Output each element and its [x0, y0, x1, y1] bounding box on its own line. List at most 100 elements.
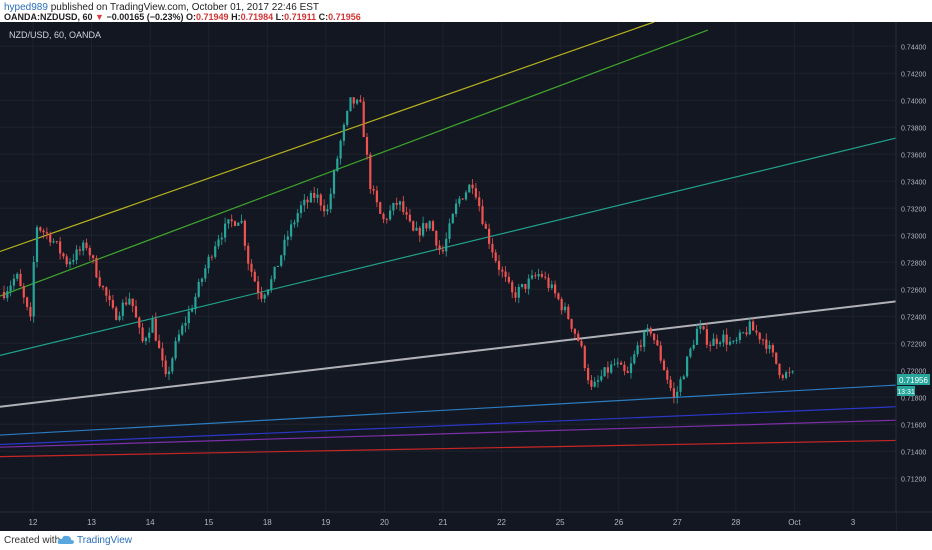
- candle-body: [573, 328, 576, 334]
- candle-body: [431, 221, 435, 231]
- last-price-tag: [897, 374, 930, 385]
- candle-body: [702, 326, 705, 330]
- candle-body: [339, 140, 342, 159]
- candle-body: [606, 367, 609, 373]
- candle-body: [722, 334, 725, 343]
- candle-body: [177, 334, 180, 342]
- countdown-label: 13:31: [897, 389, 915, 396]
- time-tick-label: 14: [146, 518, 155, 527]
- candle-body: [580, 340, 583, 347]
- time-axis[interactable]: [0, 512, 896, 531]
- candle-body: [507, 276, 510, 283]
- candle-body: [791, 371, 794, 373]
- candle-body: [771, 345, 774, 353]
- candle-body: [313, 192, 316, 198]
- candle-body: [425, 223, 428, 229]
- candle-body: [369, 154, 372, 190]
- candle-body: [616, 362, 619, 364]
- candle-body: [478, 197, 481, 207]
- trendline-2: [0, 137, 897, 356]
- candle-body: [501, 269, 504, 272]
- price-tick-label: 0.72800: [901, 260, 926, 267]
- candle-body: [270, 279, 273, 290]
- candle-body: [111, 300, 114, 308]
- candle-body: [521, 283, 524, 287]
- candle-body: [276, 265, 279, 267]
- candle-body: [418, 227, 421, 236]
- price-tick-label: 0.73800: [901, 125, 926, 132]
- candle-body: [220, 237, 223, 240]
- candle-body: [600, 376, 603, 381]
- candle-body: [217, 239, 220, 247]
- time-tick-label: 15: [204, 518, 213, 527]
- candle-body: [230, 219, 233, 222]
- candle-body: [52, 241, 55, 243]
- candle-body: [620, 362, 623, 365]
- candle-body: [95, 258, 98, 278]
- candle-body: [319, 194, 322, 206]
- time-tick-label: 22: [497, 518, 506, 527]
- candle-body: [458, 198, 461, 204]
- candle-body: [408, 214, 411, 222]
- candle-body: [200, 278, 204, 282]
- candle-body: [527, 278, 530, 289]
- candle-body: [530, 275, 534, 279]
- candle-body: [554, 284, 557, 294]
- candle-body: [639, 345, 642, 347]
- candle-body: [745, 332, 748, 335]
- candle-body: [656, 340, 659, 346]
- candle-body: [758, 332, 761, 340]
- candle-body: [491, 243, 494, 253]
- author-link[interactable]: hyped989: [4, 2, 48, 13]
- candle-body: [715, 338, 718, 345]
- candle-body: [695, 328, 699, 345]
- candle-body: [389, 210, 392, 220]
- candle-body: [583, 346, 586, 369]
- candle-body: [359, 99, 362, 102]
- candle-body: [316, 194, 319, 198]
- candle-body: [346, 110, 349, 125]
- candle-body: [45, 232, 48, 234]
- candle-body: [250, 263, 253, 272]
- candle-body: [636, 345, 639, 355]
- candle-body: [158, 340, 161, 349]
- time-tick-label: 21: [439, 518, 448, 527]
- candle-body: [125, 302, 128, 305]
- candle-body: [395, 202, 398, 205]
- candle-body: [82, 242, 85, 251]
- time-axis-labels: 12 13 14 15 18 19 20 21 22 25 26 27 28 Oct 3: [29, 518, 856, 527]
- candle-body: [497, 260, 501, 270]
- candle-body: [253, 271, 256, 282]
- candle-body: [471, 184, 474, 189]
- candle-body: [375, 190, 378, 203]
- high-value: 0.71984: [240, 12, 274, 22]
- candle-body: [237, 222, 240, 226]
- candle-body: [296, 213, 299, 223]
- candle-body: [557, 293, 560, 300]
- chart-title: NZD/USD, 60, OANDA: [9, 30, 101, 40]
- tradingview-cloud-icon: [57, 535, 74, 544]
- tradingview-link[interactable]: TradingView: [77, 535, 133, 546]
- price-axis[interactable]: [896, 22, 932, 531]
- candle-body: [303, 199, 306, 206]
- candle-body: [613, 363, 616, 365]
- candle-body: [712, 338, 715, 346]
- candle-body: [26, 297, 29, 307]
- candle-body: [699, 326, 702, 329]
- candle-body: [323, 205, 326, 212]
- price-chart[interactable]: 0.74400 0.74200 0.74000 0.73800 0.73600 0.734…: [0, 22, 932, 531]
- candle-body: [593, 381, 596, 387]
- time-tick-label: 28: [731, 518, 740, 527]
- candle-body: [653, 333, 656, 341]
- candles: [2, 95, 794, 404]
- candle-body: [49, 233, 52, 243]
- candle-body: [42, 230, 45, 233]
- candle-body: [32, 262, 35, 317]
- candle-body: [184, 323, 187, 326]
- candle-body: [6, 291, 9, 299]
- created-with-text: Created with: [4, 535, 61, 546]
- candle-body: [372, 189, 375, 191]
- symbol-label: OANDA:NZDUSD, 60: [4, 12, 93, 22]
- candle-body: [62, 253, 65, 257]
- candle-body: [101, 286, 105, 288]
